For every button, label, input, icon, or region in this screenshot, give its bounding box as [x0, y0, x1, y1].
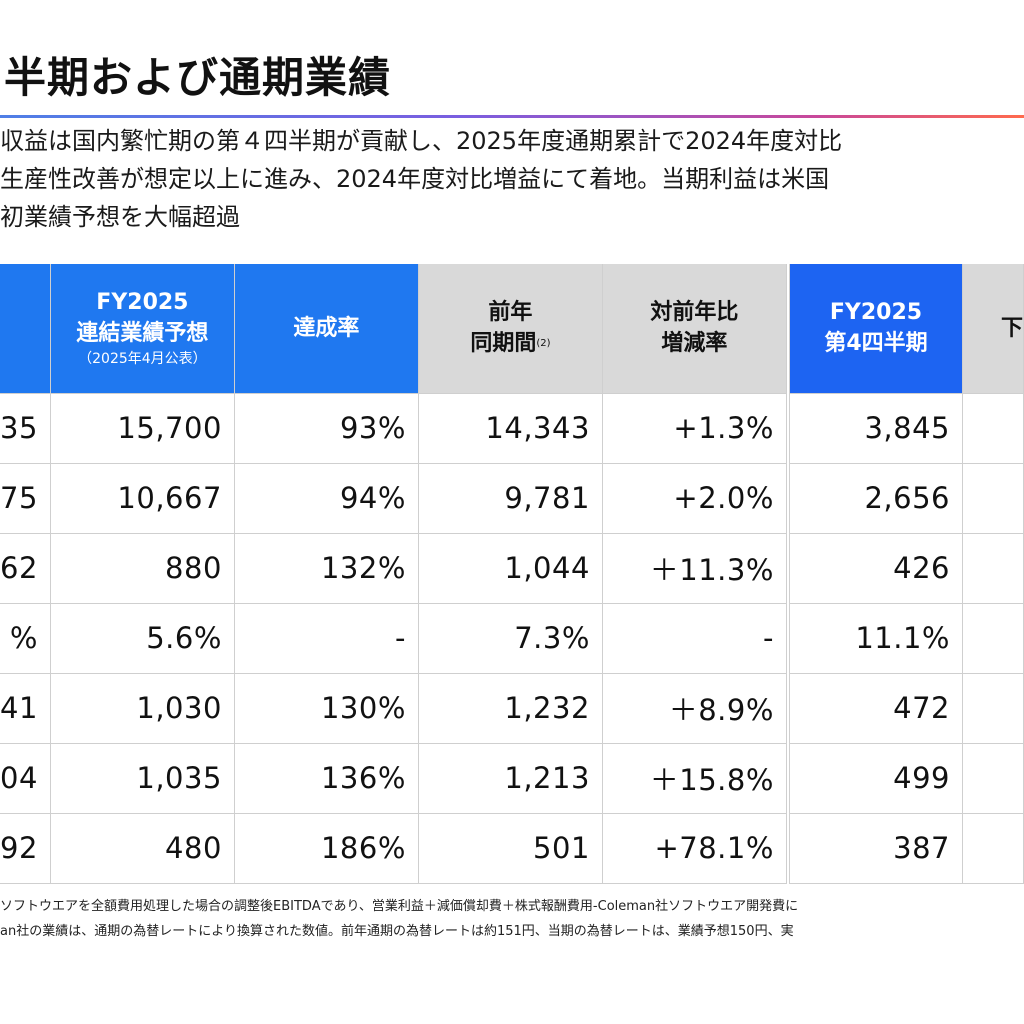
table-cell: [962, 743, 1024, 814]
table-row: 472: [789, 673, 1024, 744]
table-cell: 130%: [234, 673, 419, 744]
table-row: 11.1%: [789, 603, 1024, 674]
table-cell: 92: [0, 813, 51, 884]
header-achievement: 達成率: [234, 264, 419, 394]
header-prior-year-line1: 前年: [488, 300, 533, 326]
table-cell: 11.1%: [789, 603, 963, 674]
header-yoy-line2: 増減率: [661, 331, 728, 357]
table-cell: [962, 673, 1024, 744]
table-cell: 136%: [234, 743, 419, 814]
table-cell: ＋8.9%: [602, 673, 787, 744]
table-cell: 501: [418, 813, 603, 884]
table-cell: ＋11.3%: [602, 533, 787, 604]
table-cell: [962, 393, 1024, 464]
header-forecast-sub: （2025年4月公表）: [78, 351, 207, 368]
table-cell: +2.0%: [602, 463, 787, 534]
header-prior-col: [0, 264, 51, 394]
header-forecast: FY2025 連結業績予想 （2025年4月公表）: [50, 264, 235, 394]
table-cell: 2,656: [789, 463, 963, 534]
table-cell: [962, 533, 1024, 604]
footnotes: ソフトウエアを全額費用処理した場合の調整後EBITDAであり、営業利益＋減価償却…: [0, 894, 1024, 944]
table-cell: -: [602, 603, 787, 674]
table-row: 62 880 132% 1,044 ＋11.3%: [0, 533, 787, 604]
table-row: 3,845: [789, 393, 1024, 464]
table-row: 04 1,035 136% 1,213 ＋15.8%: [0, 743, 787, 814]
table-cell: ＋15.8%: [602, 743, 787, 814]
table-cell: 426: [789, 533, 963, 604]
header-yoy-line1: 対前年比: [650, 300, 739, 326]
summary-line: 収益は国内繁忙期の第４四半期が貢献し、2025年度通期累計で2024年度対比: [0, 127, 843, 155]
header-prior-year-line2: 同期間: [470, 331, 537, 357]
summary-text: 収益は国内繁忙期の第４四半期が貢献し、2025年度通期累計で2024年度対比 生…: [0, 122, 1024, 250]
table-row: % 5.6% -7.3% -: [0, 603, 787, 674]
table-cell: -: [234, 603, 419, 674]
footnote-marker: (2): [536, 338, 551, 350]
table-cell: 14,343: [418, 393, 603, 464]
footnote-line: an社の業績は、通期の為替レートにより換算された数値。前年通期の為替レートは約1…: [0, 924, 794, 939]
table-cell: 94%: [234, 463, 419, 534]
header-forecast-line2: 連結業績予想: [76, 321, 209, 347]
table-cell: 472: [789, 673, 963, 744]
q4-table: FY2025 第4四半期 下 3,845 2,656 426 11.1% 472 499 3…: [789, 264, 1024, 884]
table-cell: [962, 813, 1024, 884]
table-cell: 1,035: [50, 743, 235, 814]
summary-line: 初業績予想を大幅超過: [0, 203, 240, 231]
table-cell: 3,845: [789, 393, 963, 464]
table-row: 35 15,700 93% 14,343 +1.3%: [0, 393, 787, 464]
table-cell: 41: [0, 673, 51, 744]
results-table: FY2025 連結業績予想 （2025年4月公表） 達成率 前年 同期間(2) …: [0, 264, 787, 884]
table-cell: 387: [789, 813, 963, 884]
table-row: 499: [789, 743, 1024, 814]
header-q4-line1: FY2025: [829, 300, 923, 326]
table-cell: 5.6%: [50, 603, 235, 674]
header-forecast-line1: FY2025: [96, 290, 189, 316]
table-row: 92 480 186% 501 +78.1%: [0, 813, 787, 884]
table-cell: +78.1%: [602, 813, 787, 884]
header-yoy-change: 対前年比 増減率: [602, 264, 787, 394]
table-cell: 1,213: [418, 743, 603, 814]
table-row: 387: [789, 813, 1024, 884]
table-cell: %: [0, 603, 51, 674]
table-row: 426: [789, 533, 1024, 604]
table-cell: 15,700: [50, 393, 235, 464]
table-cell: 93%: [234, 393, 419, 464]
table-cell: 75: [0, 463, 51, 534]
header-q4-prior: 下: [962, 264, 1024, 394]
title-divider: [0, 115, 1024, 118]
table-cell: 1,044: [418, 533, 603, 604]
table-cell: 1,232: [418, 673, 603, 744]
table-cell: 7.3%: [418, 603, 603, 674]
table-row: 41 1,030 130% 1,232 ＋8.9%: [0, 673, 787, 744]
table-cell: +1.3%: [602, 393, 787, 464]
table-row: 75 10,667 94% 9,781 +2.0%: [0, 463, 787, 534]
page-title: 半期および通期業績: [4, 53, 392, 102]
table-cell: 499: [789, 743, 963, 814]
table-cell: 132%: [234, 533, 419, 604]
summary-line: 生産性改善が想定以上に進み、2024年度対比増益にて着地。当期利益は米国: [0, 165, 830, 193]
table-cell: 10,667: [50, 463, 235, 534]
table-cell: 186%: [234, 813, 419, 884]
header-q4: FY2025 第4四半期: [789, 264, 963, 394]
table-cell: 1,030: [50, 673, 235, 744]
footnote-line: ソフトウエアを全額費用処理した場合の調整後EBITDAであり、営業利益＋減価償却…: [0, 899, 799, 914]
header-prior-year: 前年 同期間(2): [418, 264, 603, 394]
header-q4-line2: 第4四半期: [824, 331, 928, 357]
table-cell: 480: [50, 813, 235, 884]
table-cell: 35: [0, 393, 51, 464]
table-cell: 04: [0, 743, 51, 814]
table-cell: 9,781: [418, 463, 603, 534]
table-cell: 62: [0, 533, 51, 604]
table-cell: [962, 463, 1024, 534]
table-cell: 880: [50, 533, 235, 604]
table-cell: [962, 603, 1024, 674]
table-row: 2,656: [789, 463, 1024, 534]
